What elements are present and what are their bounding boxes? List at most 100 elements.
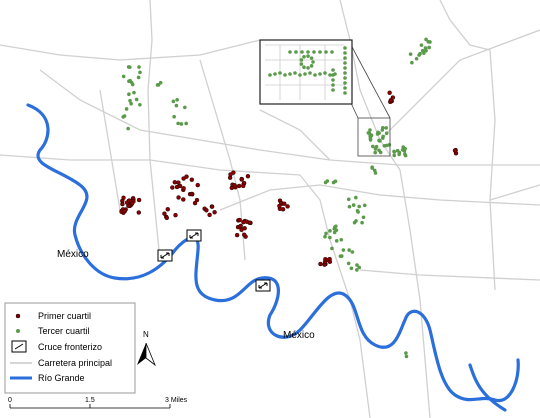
tercer-cuartil-point	[380, 128, 385, 132]
tercer-cuartil-point	[303, 72, 307, 76]
inset-connector	[350, 102, 359, 119]
road	[259, 109, 331, 161]
tercer-cuartil-point	[309, 56, 314, 60]
primer-cuartil-point	[242, 226, 247, 231]
tercer-cuartil-point	[343, 86, 347, 90]
primer-cuartil-point	[318, 261, 323, 267]
primer-cuartil-point	[212, 210, 217, 215]
scale-label: 1.5	[85, 397, 95, 404]
primer-cuartil-point	[173, 212, 178, 218]
primer-cuartil-point	[238, 223, 243, 229]
tercer-cuartil-point	[130, 82, 135, 87]
tercer-cuartil-point	[334, 239, 339, 243]
primer-cuartil-point	[129, 201, 135, 206]
road	[0, 154, 301, 176]
tercer-cuartil-point	[404, 351, 408, 355]
tercer-cuartil-point	[121, 74, 126, 79]
tercer-cuartil-point	[308, 71, 312, 75]
tercer-cuartil-point	[324, 231, 328, 236]
inset-frame	[259, 39, 353, 105]
tercer-cuartil-point	[312, 50, 316, 54]
tercer-cuartil-point	[355, 209, 360, 213]
tercer-cuartil-point	[343, 61, 347, 65]
road	[379, 29, 540, 141]
primer-cuartil-point	[241, 183, 246, 189]
road	[39, 69, 540, 166]
tercer-cuartil-point	[318, 72, 322, 76]
tercer-cuartil-point	[278, 71, 282, 75]
tercer-cuartil-point	[351, 203, 356, 207]
legend-symbol	[16, 329, 20, 333]
tercer-cuartil-point	[384, 126, 388, 130]
scale-bar: 0 1.5 3 Miles	[8, 397, 188, 409]
tercer-cuartil-point	[293, 71, 297, 75]
primer-cuartil-point	[209, 204, 215, 209]
road	[299, 174, 371, 418]
tercer-cuartil-point	[172, 114, 176, 119]
tercer-cuartil-point	[428, 40, 432, 44]
primer-cuartil-point	[234, 232, 240, 238]
tercer-cuartil-point	[423, 46, 428, 50]
primer-cuartil-point	[176, 195, 181, 200]
primer-cuartil-point	[241, 219, 246, 225]
primer-cuartil-point	[181, 197, 186, 202]
tercer-cuartil-point	[136, 75, 141, 80]
tercer-cuartil-point	[374, 144, 379, 149]
tercer-cuartil-point	[397, 152, 401, 157]
primer-cuartil-point	[181, 186, 186, 191]
tercer-cuartil-point	[355, 268, 359, 272]
legend-label: Primer cuartil	[38, 311, 91, 321]
inset	[259, 39, 391, 157]
tercer-cuartil-point	[339, 237, 344, 242]
tercer-cuartil-point	[328, 235, 332, 240]
tercer-cuartil-point	[331, 73, 335, 77]
tercer-cuartil-point	[155, 83, 160, 87]
scale-label: 3 Miles	[165, 397, 188, 404]
tercer-cuartil-point	[419, 43, 424, 47]
north-arrow: N	[137, 330, 156, 367]
primer-cuartil-point	[282, 201, 287, 206]
tercer-cuartil-point	[323, 234, 327, 239]
inset-connector	[350, 44, 391, 119]
road	[489, 184, 540, 201]
legend: Primer cuartil Tercer cuartil Cruce fron…	[4, 302, 136, 394]
primer-cuartil-point	[327, 256, 332, 262]
tercer-cuartil-point	[343, 71, 347, 75]
tercer-cuartil-point	[368, 136, 373, 141]
tercer-cuartil-point	[404, 354, 409, 359]
tercer-cuartil-point	[338, 254, 343, 258]
road	[359, 269, 540, 281]
tercer-cuartil-point	[334, 228, 339, 232]
north-label: N	[143, 330, 149, 339]
tercer-cuartil-point	[122, 114, 127, 118]
legend-label: Carretera principal	[38, 358, 112, 368]
tercer-cuartil-point	[313, 73, 317, 77]
tercer-cuartil-point	[331, 83, 335, 87]
tercer-cuartil-point	[300, 50, 304, 54]
tercer-cuartil-point	[302, 55, 306, 59]
tercer-cuartil-point	[347, 248, 351, 252]
tercer-cuartil-point	[331, 88, 335, 92]
tercer-cuartil-point	[372, 168, 377, 173]
primer-cuartil-point	[136, 197, 142, 203]
tercer-cuartil-point	[128, 98, 132, 103]
tercer-cuartil-point	[333, 225, 337, 230]
tercer-cuartil-point	[427, 45, 431, 50]
tercer-cuartil-point	[288, 50, 292, 54]
tercer-cuartil-point	[175, 97, 179, 102]
tercer-cuartil-point	[354, 219, 358, 223]
tercer-cuartil-point	[273, 72, 277, 76]
tercer-cuartil-point	[417, 53, 421, 57]
crossing-icon	[186, 229, 202, 242]
tercer-cuartil-point	[377, 148, 381, 153]
tercer-cuartil-point	[299, 62, 304, 66]
primer-cuartil-point	[207, 212, 212, 218]
tercer-cuartil-point	[127, 92, 131, 96]
tercer-cuartil-point	[331, 68, 335, 72]
tercer-cuartil-point	[343, 76, 347, 80]
tercer-cuartil-point	[323, 180, 328, 185]
tercer-cuartil-point	[343, 66, 347, 70]
tercer-cuartil-point	[324, 50, 328, 54]
tercer-cuartil-point	[138, 102, 142, 107]
